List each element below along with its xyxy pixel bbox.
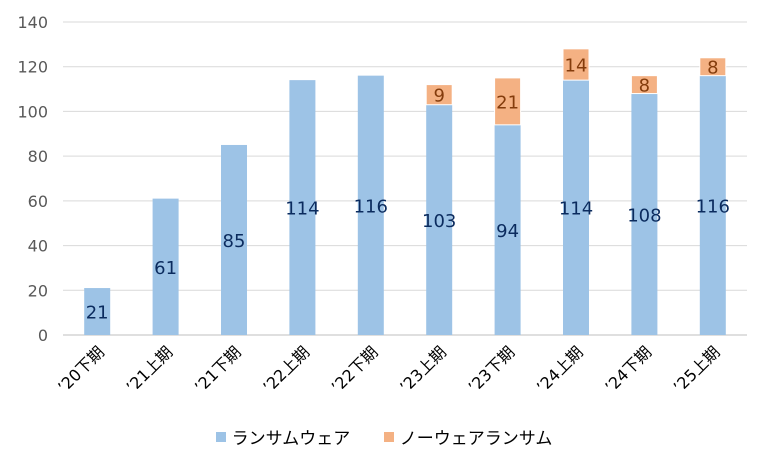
bar-ransomware (563, 80, 589, 335)
x-tick-label: ’20下期 (54, 342, 108, 396)
data-label-ransomware: 85 (223, 231, 246, 252)
data-label-noware-ransom: 8 (639, 76, 650, 97)
data-label-ransomware: 114 (285, 199, 319, 220)
x-tick-label: ’23下期 (464, 342, 518, 396)
data-label-ransomware: 103 (422, 211, 456, 232)
y-tick-label: 120 (17, 58, 48, 77)
bar-noware-ransom (562, 48, 590, 81)
bar-noware-ransom (630, 75, 658, 95)
legend-item-noware-ransom: ノーウェアランサム (383, 424, 553, 449)
y-tick-label: 20 (28, 281, 48, 300)
x-tick-label: ’22上期 (259, 342, 313, 396)
x-tick-label: ’25上期 (670, 342, 724, 396)
data-label-noware-ransom: 9 (433, 86, 444, 107)
data-labels: 21 61 85 114 116 103 9 94 21 114 14 108 8 116 8 (86, 55, 730, 323)
x-tick-label: ’21上期 (122, 342, 176, 396)
legend: ランサムウェア ノーウェアランサム (0, 424, 768, 449)
bar-ransomware (152, 198, 179, 335)
data-label-ransomware: 61 (154, 258, 177, 279)
data-label-noware-ransom: 21 (496, 92, 519, 113)
data-label-noware-ransom: 14 (565, 55, 588, 76)
bar-noware-ransom (494, 77, 522, 126)
bar-ransomware (357, 75, 384, 336)
legend-label-noware-ransom: ノーウェアランサム (399, 429, 553, 449)
x-axis-ticks: ’20下期 ’21上期 ’21下期 ’22上期 ’22下期 ’23上期 ’23下期 ’24上期… (54, 342, 724, 396)
y-tick-label: 100 (17, 102, 48, 121)
bar-ransomware (84, 288, 111, 335)
y-tick-label: 0 (38, 326, 48, 345)
x-tick-label: ’23上期 (396, 342, 450, 396)
data-label-ransomware: 116 (696, 196, 730, 217)
x-tick-label: ’21下期 (191, 342, 245, 396)
x-tick-label: ’24下期 (601, 342, 655, 396)
data-label-ransomware: 114 (559, 199, 593, 220)
y-tick-label: 140 (17, 13, 48, 32)
data-label-ransomware: 108 (627, 205, 661, 226)
legend-swatch-noware-ransom (383, 431, 394, 442)
y-tick-label: 80 (28, 147, 48, 166)
bar-ransomware (631, 93, 658, 336)
bar-ransomware (426, 104, 453, 335)
bar-noware-ransom (699, 57, 727, 77)
data-label-ransomware: 94 (496, 221, 519, 242)
data-label-ransomware: 116 (354, 196, 388, 217)
x-tick-label: ’22下期 (328, 342, 382, 396)
x-tick-label: ’24上期 (533, 342, 587, 396)
bar-noware-ransom (425, 84, 453, 106)
legend-item-ransomware: ランサムウェア (215, 424, 351, 449)
legend-swatch-ransomware (215, 431, 226, 442)
y-axis-ticks: 0 20 40 60 80 100 120 140 (17, 13, 48, 345)
bar-ransomware (221, 144, 247, 335)
data-label-ransomware: 21 (86, 303, 109, 324)
bars (84, 48, 727, 336)
bar-ransomware (699, 75, 726, 336)
bar-ransomware (494, 124, 521, 335)
bar-ransomware (289, 80, 316, 335)
data-label-noware-ransom: 8 (707, 58, 718, 79)
legend-label-ransomware: ランサムウェア (231, 429, 351, 449)
y-tick-label: 60 (28, 192, 48, 211)
y-tick-label: 40 (28, 237, 48, 256)
